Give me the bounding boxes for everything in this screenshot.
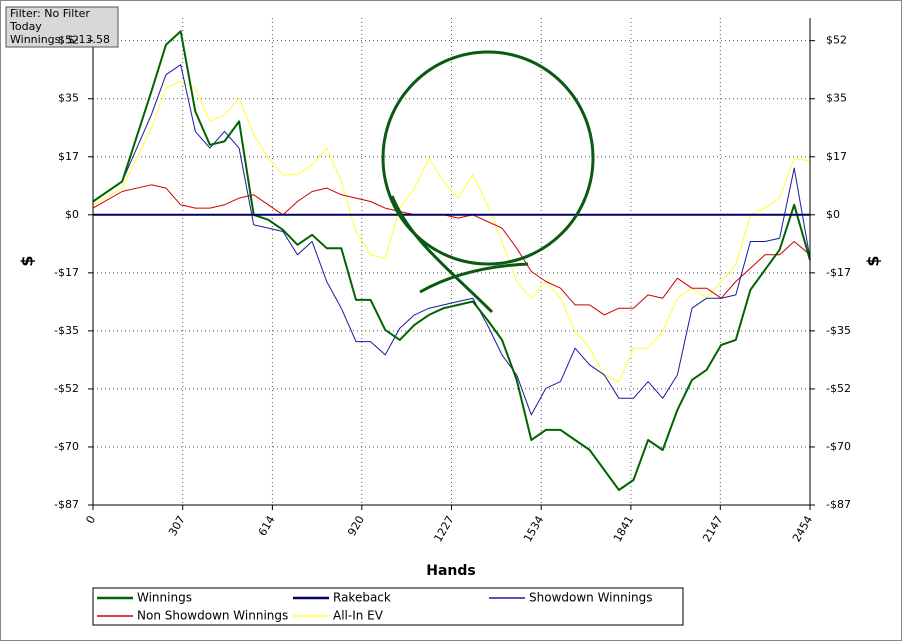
info-text: Today	[9, 20, 42, 33]
y-tick-label: $0	[826, 208, 840, 221]
x-axis-label: Hands	[426, 563, 476, 579]
legend-label: All-In EV	[333, 609, 384, 623]
legend-items: Winnings Rakeback Showdown Winnings Non Sho…	[97, 591, 653, 623]
y-tick-label: -$52	[54, 382, 79, 395]
y-tick-label: $52	[58, 34, 79, 47]
circle	[381, 50, 595, 266]
series-line	[92, 64, 811, 416]
y-tick-label: -$17	[54, 266, 79, 279]
y-tick-label: -$87	[54, 498, 79, 511]
y-tick-label: -$70	[826, 440, 851, 453]
legend-label: Winnings	[137, 591, 192, 605]
legend-label: Non Showdown Winnings	[137, 609, 288, 623]
y-tick-label: -$17	[826, 266, 851, 279]
legend-label: Rakeback	[333, 591, 391, 605]
series-line	[92, 184, 811, 316]
circle-tail	[390, 195, 494, 314]
series-line	[92, 80, 811, 383]
y-tick-label: $0	[65, 208, 79, 221]
y-axis-label: $	[18, 255, 37, 266]
y-tick-label: -$70	[54, 440, 79, 453]
y-tick-label: -$52	[826, 382, 851, 395]
y-tick-label: -$35	[826, 324, 851, 337]
info-box: Filter: No Filter Today Winnings: $-13.5…	[5, 6, 119, 48]
annotation-circle	[381, 50, 595, 314]
info-text: Winnings: $-13.58	[10, 33, 110, 46]
y-tick-label: $35	[826, 92, 847, 105]
y-axis-label: $	[864, 255, 883, 266]
y-tick-label: -$35	[54, 324, 79, 337]
circle-tail	[419, 262, 529, 294]
legend	[92, 587, 684, 626]
y-tick-label: $35	[58, 92, 79, 105]
y-tick-label: $52	[826, 34, 847, 47]
y-tick-label: $17	[826, 150, 847, 163]
info-text: Filter: No Filter	[10, 7, 90, 20]
y-tick-label: -$87	[826, 498, 851, 511]
lines	[92, 30, 811, 491]
series-line	[92, 30, 811, 491]
info-box-bg	[5, 6, 119, 48]
y-tick-label: $17	[58, 150, 79, 163]
plot-area	[93, 18, 810, 505]
legend-label: Showdown Winnings	[529, 591, 653, 605]
